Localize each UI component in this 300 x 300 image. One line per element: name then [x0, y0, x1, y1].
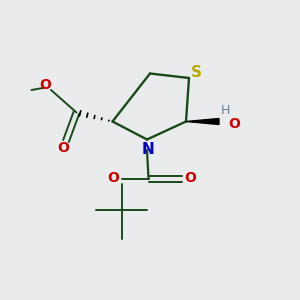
Text: O: O — [107, 171, 119, 184]
Text: O: O — [57, 142, 69, 155]
Text: H: H — [221, 103, 230, 117]
Text: N: N — [142, 142, 154, 157]
Text: O: O — [184, 172, 196, 185]
Polygon shape — [186, 118, 219, 124]
Text: O: O — [40, 78, 52, 92]
Text: S: S — [191, 65, 202, 80]
Text: O: O — [228, 117, 240, 131]
